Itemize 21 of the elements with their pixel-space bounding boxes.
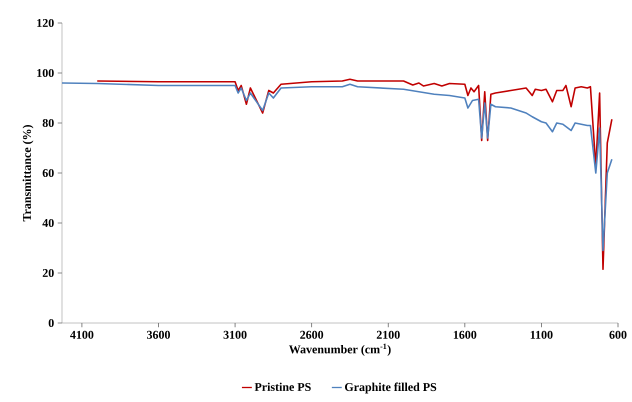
y-tick-label: 20 [42, 268, 54, 278]
y-tick-label: 60 [42, 168, 54, 178]
x-tick-label: 4100 [70, 330, 94, 339]
y-tick-label: 0 [48, 318, 54, 328]
x-tick-label: 600 [609, 330, 627, 339]
y-axis-title: Transmittance (%) [22, 125, 34, 222]
x-tick-label: 2100 [376, 330, 400, 339]
y-tick-label: 120 [37, 18, 54, 28]
x-tick-label: 2600 [300, 330, 324, 339]
x-tick-label: 3100 [224, 330, 247, 339]
x-tick-label: 1100 [530, 330, 553, 339]
y-tick-label: 80 [42, 118, 54, 128]
y-tick-label: 40 [42, 218, 54, 228]
legend-label: Pristine PS [254, 382, 311, 392]
line-series [62, 82, 613, 252]
y-tick-label: 100 [37, 68, 54, 78]
x-axis-title: Wavenumber (cm$^{-1}$) [288, 344, 391, 356]
x-tick-label: 3600 [146, 330, 170, 339]
line-series [96, 78, 613, 270]
legend-label: Graphite filled PS [344, 382, 436, 394]
x-tick-label: 1600 [454, 330, 476, 339]
